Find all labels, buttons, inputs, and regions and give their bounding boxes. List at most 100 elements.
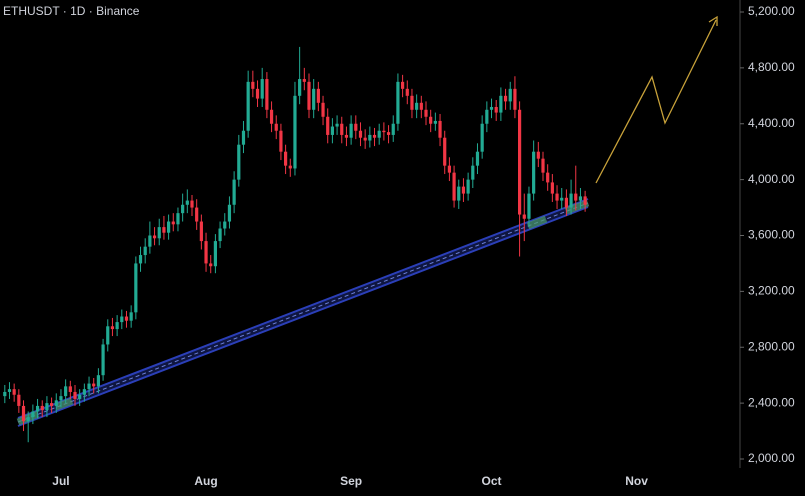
candle-body xyxy=(26,417,30,422)
candle-body xyxy=(466,179,470,194)
candle-body xyxy=(405,88,409,96)
candle-body xyxy=(401,81,405,89)
candle-body xyxy=(499,95,503,113)
candle-body xyxy=(190,200,194,208)
candle-body xyxy=(152,235,157,239)
candle-body xyxy=(578,196,583,201)
candle-body xyxy=(223,221,227,229)
candle-body xyxy=(443,137,447,166)
candle-body xyxy=(326,116,330,135)
y-tick-label: 3,600.00 xyxy=(748,228,795,242)
y-tick-label: 4,400.00 xyxy=(748,116,795,130)
candle-body xyxy=(269,109,274,124)
candle-body xyxy=(78,394,82,399)
channel-mid xyxy=(17,202,589,423)
candle-body xyxy=(54,400,58,406)
candle-body xyxy=(213,241,217,267)
candle-body xyxy=(583,196,587,205)
candle-body xyxy=(382,130,386,133)
candle-body xyxy=(185,200,189,205)
candle-body xyxy=(73,391,77,399)
candle-body xyxy=(349,123,353,138)
candle-body xyxy=(546,172,550,183)
candle-body xyxy=(532,151,536,194)
candle-body xyxy=(410,95,414,110)
candle-body xyxy=(237,144,241,180)
candle-body xyxy=(415,102,419,110)
candle-body xyxy=(555,193,559,201)
candle-body xyxy=(307,81,311,110)
candle-body xyxy=(475,151,480,166)
candle-body xyxy=(279,130,283,152)
candle-body xyxy=(386,132,391,135)
candle-body xyxy=(358,130,363,138)
x-tick-label: Nov xyxy=(625,474,648,488)
y-tick-label: 3,200.00 xyxy=(748,284,795,298)
candle-body xyxy=(508,88,512,102)
x-tick-label: Jul xyxy=(52,474,69,488)
candle-body xyxy=(391,123,395,135)
candle-body xyxy=(494,106,498,113)
candle-body xyxy=(157,227,161,239)
candle-body xyxy=(433,120,437,124)
candle-body xyxy=(59,396,63,401)
candle-body xyxy=(143,246,147,256)
candle-body xyxy=(260,79,264,99)
candle-body xyxy=(316,88,320,103)
candle-body xyxy=(527,193,531,219)
x-tick-label: Oct xyxy=(482,474,502,488)
projection-path xyxy=(595,19,717,184)
candle-body xyxy=(574,193,578,201)
candle-body xyxy=(461,186,466,194)
candle-body xyxy=(45,403,49,411)
candle-body xyxy=(227,204,232,222)
candle-body xyxy=(218,228,222,242)
candle-body xyxy=(489,106,494,110)
candle-body xyxy=(7,389,12,392)
candle-body xyxy=(40,405,44,411)
candle-body xyxy=(541,158,545,173)
candle-body xyxy=(335,123,339,127)
y-tick-label: 5,200.00 xyxy=(748,4,795,18)
candle-body xyxy=(377,130,381,138)
candle-body xyxy=(68,386,72,392)
candle-body xyxy=(429,116,433,124)
candle-body xyxy=(110,326,115,330)
candle-body xyxy=(199,221,203,242)
trend-channel xyxy=(16,198,590,427)
candle-body xyxy=(518,109,522,215)
candle-body xyxy=(550,182,554,194)
candle-body xyxy=(363,137,367,141)
candle-body xyxy=(35,405,40,412)
candle-body xyxy=(457,186,461,201)
candle-body xyxy=(452,172,456,201)
candle-body xyxy=(17,394,21,406)
candle-body xyxy=(274,123,278,131)
candle-body xyxy=(181,204,185,214)
candle-body xyxy=(3,391,7,397)
candle-body xyxy=(204,241,208,264)
y-tick-label: 4,800.00 xyxy=(748,60,795,74)
chart-title: ETHUSDT · 1D · Binance xyxy=(3,4,140,18)
candle-body xyxy=(503,95,508,102)
candle-body xyxy=(255,88,260,99)
candle-body xyxy=(536,151,540,159)
candle-body xyxy=(293,95,297,169)
candle-body xyxy=(167,221,171,233)
candle-body xyxy=(148,235,152,247)
candle-body xyxy=(82,389,86,395)
candle-body xyxy=(64,386,68,397)
candle-body xyxy=(330,126,334,135)
candle-body xyxy=(171,221,175,225)
candle-body xyxy=(321,102,325,117)
candle-body xyxy=(419,102,423,110)
candle-body xyxy=(195,207,199,222)
y-tick-label: 4,000.00 xyxy=(748,172,795,186)
candle-body xyxy=(92,383,96,387)
candle-body xyxy=(87,383,91,390)
candle-body xyxy=(312,88,316,110)
candle-body xyxy=(447,165,451,173)
candle-body xyxy=(560,197,564,201)
candle-body xyxy=(340,123,344,135)
